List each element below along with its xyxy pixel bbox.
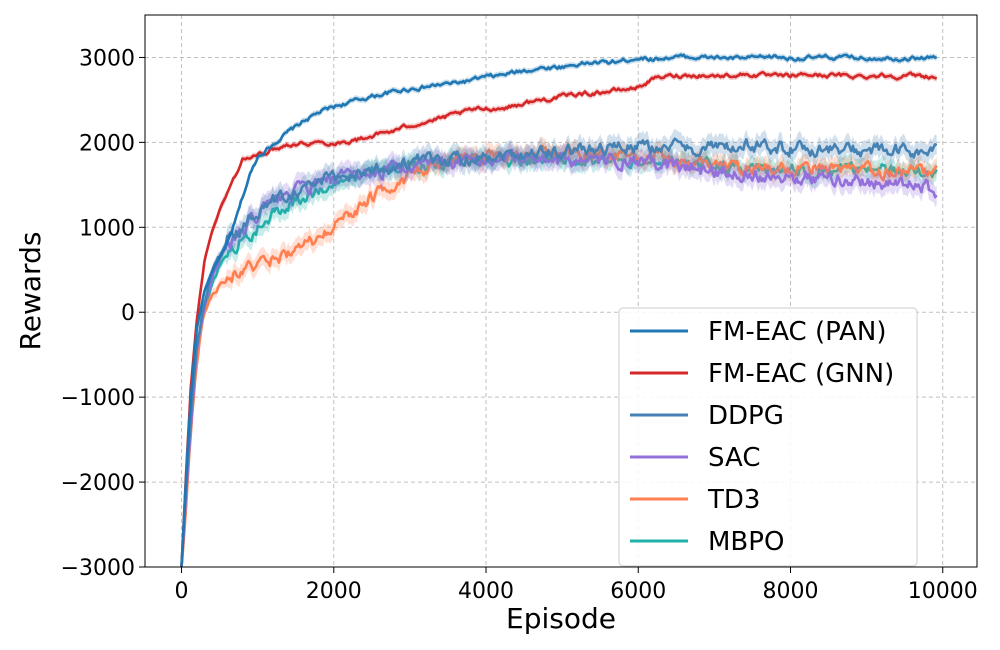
x-axis-title: Episode [506, 602, 616, 635]
series-fm-eac-gnn [180, 69, 938, 567]
y-tick-label-4: 1000 [79, 216, 135, 241]
y-axis-title: Rewards [14, 232, 47, 351]
series-td3 [180, 136, 938, 567]
legend: FM-EAC (PAN) FM-EAC (GNN) DDPG SAC TD3 M… [618, 307, 918, 567]
y-tick-label-5: 2000 [79, 131, 135, 156]
y-tick-label-0: −3000 [61, 556, 135, 581]
series-ddpg [180, 128, 938, 567]
legend-label-fm-eac-pan: FM-EAC (PAN) [708, 317, 886, 347]
plot-area [180, 51, 938, 567]
axis-ticks: 0 2000 4000 6000 8000 10000 −3000 −2000 −1000 0 10… [61, 46, 978, 604]
line-td3 [180, 144, 938, 567]
x-tick-label-0: 0 [175, 579, 189, 604]
y-tick-label-1: −2000 [61, 471, 135, 496]
legend-label-mbpo: MBPO [708, 527, 784, 557]
line-fm-eac-gnn [180, 71, 938, 567]
line-ddpg [180, 137, 938, 567]
x-tick-label-6000: 6000 [610, 579, 666, 604]
x-tick-label-8000: 8000 [763, 579, 819, 604]
series-fm-eac-pan [180, 51, 937, 567]
x-tick-label-4000: 4000 [458, 579, 514, 604]
y-tick-label-6: 3000 [79, 46, 135, 71]
legend-label-td3: TD3 [707, 485, 760, 515]
legend-label-sac: SAC [708, 443, 760, 473]
y-tick-label-3: 0 [121, 301, 135, 326]
plot-frame [144, 14, 978, 568]
legend-label-ddpg: DDPG [708, 401, 784, 431]
legend-box [618, 307, 918, 567]
line-fm-eac-pan [180, 53, 937, 567]
x-tick-label-10000: 10000 [908, 579, 978, 604]
x-tick-label-2000: 2000 [306, 579, 362, 604]
y-tick-label-2: −1000 [61, 386, 135, 411]
legend-label-fm-eac-gnn: FM-EAC (GNN) [708, 359, 894, 389]
